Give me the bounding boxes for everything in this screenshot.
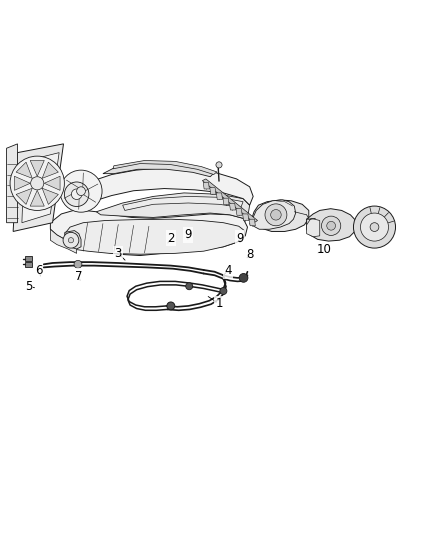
- Polygon shape: [202, 179, 258, 223]
- Text: 2: 2: [167, 231, 175, 245]
- Polygon shape: [230, 204, 236, 210]
- Circle shape: [68, 238, 74, 243]
- Polygon shape: [96, 193, 250, 219]
- Text: 5: 5: [25, 280, 32, 293]
- Circle shape: [74, 260, 82, 268]
- Polygon shape: [25, 256, 32, 261]
- Polygon shape: [14, 176, 30, 190]
- Polygon shape: [307, 219, 320, 237]
- Polygon shape: [68, 168, 253, 207]
- Circle shape: [31, 177, 44, 190]
- Text: 3: 3: [115, 247, 122, 260]
- Circle shape: [370, 223, 379, 231]
- Circle shape: [10, 156, 64, 211]
- Circle shape: [327, 221, 336, 230]
- Polygon shape: [16, 188, 32, 205]
- Circle shape: [64, 182, 89, 206]
- Circle shape: [77, 187, 85, 196]
- Polygon shape: [203, 182, 209, 189]
- Polygon shape: [250, 200, 296, 229]
- Polygon shape: [223, 198, 229, 205]
- Text: 8: 8: [246, 248, 253, 261]
- Polygon shape: [216, 193, 223, 199]
- Polygon shape: [123, 197, 243, 211]
- Text: 1: 1: [215, 297, 223, 310]
- Circle shape: [271, 209, 281, 220]
- Circle shape: [167, 302, 175, 310]
- Circle shape: [63, 232, 79, 248]
- Circle shape: [353, 206, 396, 248]
- Text: 7: 7: [75, 270, 83, 282]
- Polygon shape: [13, 144, 64, 231]
- Polygon shape: [44, 176, 60, 190]
- Polygon shape: [42, 162, 58, 179]
- Polygon shape: [65, 231, 81, 249]
- Text: 4: 4: [224, 264, 232, 277]
- Polygon shape: [7, 144, 18, 223]
- Polygon shape: [243, 214, 249, 221]
- Polygon shape: [42, 188, 58, 205]
- Circle shape: [60, 170, 102, 212]
- Circle shape: [239, 273, 248, 282]
- Polygon shape: [30, 160, 44, 176]
- Polygon shape: [30, 190, 44, 206]
- Polygon shape: [50, 209, 247, 255]
- Polygon shape: [113, 160, 217, 174]
- Circle shape: [216, 162, 222, 168]
- Polygon shape: [236, 209, 242, 215]
- Circle shape: [186, 282, 193, 290]
- Circle shape: [71, 189, 82, 199]
- Circle shape: [265, 204, 287, 226]
- Circle shape: [321, 216, 341, 236]
- Polygon shape: [210, 188, 216, 194]
- Polygon shape: [307, 209, 357, 241]
- Polygon shape: [249, 219, 255, 226]
- Circle shape: [360, 213, 389, 241]
- Polygon shape: [22, 152, 59, 223]
- Polygon shape: [103, 161, 215, 177]
- Text: 10: 10: [317, 244, 332, 256]
- Polygon shape: [65, 219, 244, 254]
- Polygon shape: [50, 229, 77, 253]
- Text: 9: 9: [184, 229, 192, 241]
- Polygon shape: [252, 200, 309, 231]
- Polygon shape: [25, 262, 32, 266]
- Polygon shape: [16, 162, 32, 179]
- Circle shape: [220, 287, 227, 295]
- Text: 9: 9: [236, 231, 244, 245]
- Text: 6: 6: [35, 264, 42, 277]
